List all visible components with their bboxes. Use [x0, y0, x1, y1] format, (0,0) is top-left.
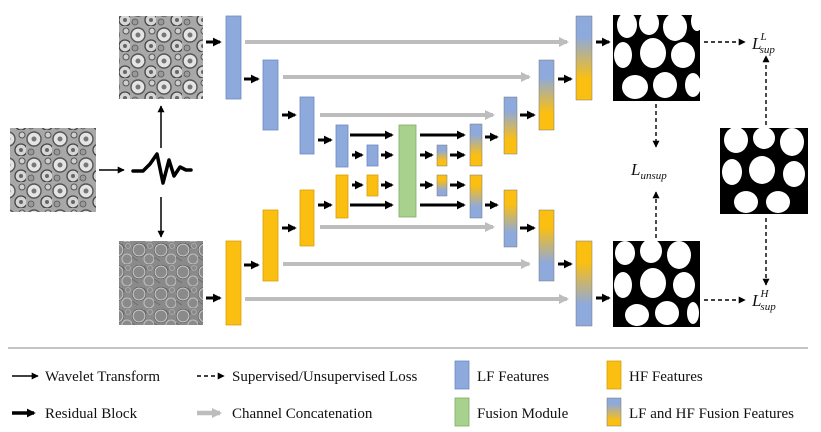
lf-feature-2 — [262, 59, 279, 131]
output-mask-top — [613, 11, 703, 101]
loss-unsup: Lunsup — [630, 160, 667, 182]
legend: Wavelet Transform Supervised/Unsupervise… — [12, 360, 794, 427]
legend-lf-label: LF Features — [477, 369, 549, 385]
fused-top-1 — [436, 144, 448, 167]
legend-lf-swatch — [454, 360, 470, 390]
fused-decoder — [436, 15, 593, 327]
lf-feature-1 — [225, 15, 242, 100]
loss-arrows — [652, 38, 770, 304]
fused-bottom-1 — [436, 174, 448, 197]
legend-lf-hf-label: LF and HF Fusion Features — [629, 406, 794, 422]
legend-lf-hf-swatch — [606, 397, 622, 427]
input-image — [10, 128, 96, 212]
hf-feature-1 — [225, 240, 242, 326]
loss-sup-lf: LL sup — [751, 31, 775, 56]
legend-residual-label: Residual Block — [45, 406, 138, 422]
lf-image — [119, 16, 203, 99]
legend-loss-label: Supervised/Unsupervised Loss — [232, 369, 418, 385]
loss-sup-hf: LH sup — [751, 288, 776, 313]
lf-feature-5 — [366, 144, 379, 167]
lf-encoder — [225, 15, 379, 168]
hf-feature-5 — [366, 174, 379, 197]
lf-feature-4 — [335, 124, 349, 168]
hf-feature-2 — [262, 209, 279, 282]
legend-hf-swatch — [606, 360, 622, 390]
fused-top-4 — [538, 59, 555, 131]
fused-bottom-3 — [503, 189, 518, 248]
legend-fusion-swatch — [454, 397, 470, 427]
fused-bottom-5 — [575, 240, 593, 327]
concat-arrows — [245, 37, 569, 304]
hf-encoder — [225, 174, 379, 326]
fusion-module — [398, 124, 417, 218]
fused-top-2 — [469, 123, 483, 167]
fused-top-5 — [575, 15, 593, 101]
fused-bottom-4 — [538, 209, 555, 282]
fused-bottom-2 — [469, 174, 483, 219]
fused-top-3 — [503, 96, 518, 155]
legend-fusion-label: Fusion Module — [477, 406, 569, 422]
output-mask-bottom — [613, 239, 700, 327]
hf-feature-3 — [299, 189, 315, 247]
lf-feature-3 — [299, 96, 315, 155]
hf-image — [119, 241, 203, 325]
residual-arrows — [206, 37, 611, 303]
hf-feature-4 — [335, 174, 349, 219]
wavelet-waveform-icon — [131, 152, 193, 185]
legend-wavelet-label: Wavelet Transform — [45, 369, 160, 385]
legend-hf-label: HF Features — [629, 369, 703, 385]
legend-concat-label: Channel Concatenation — [232, 406, 373, 422]
ground-truth-mask — [720, 127, 808, 214]
